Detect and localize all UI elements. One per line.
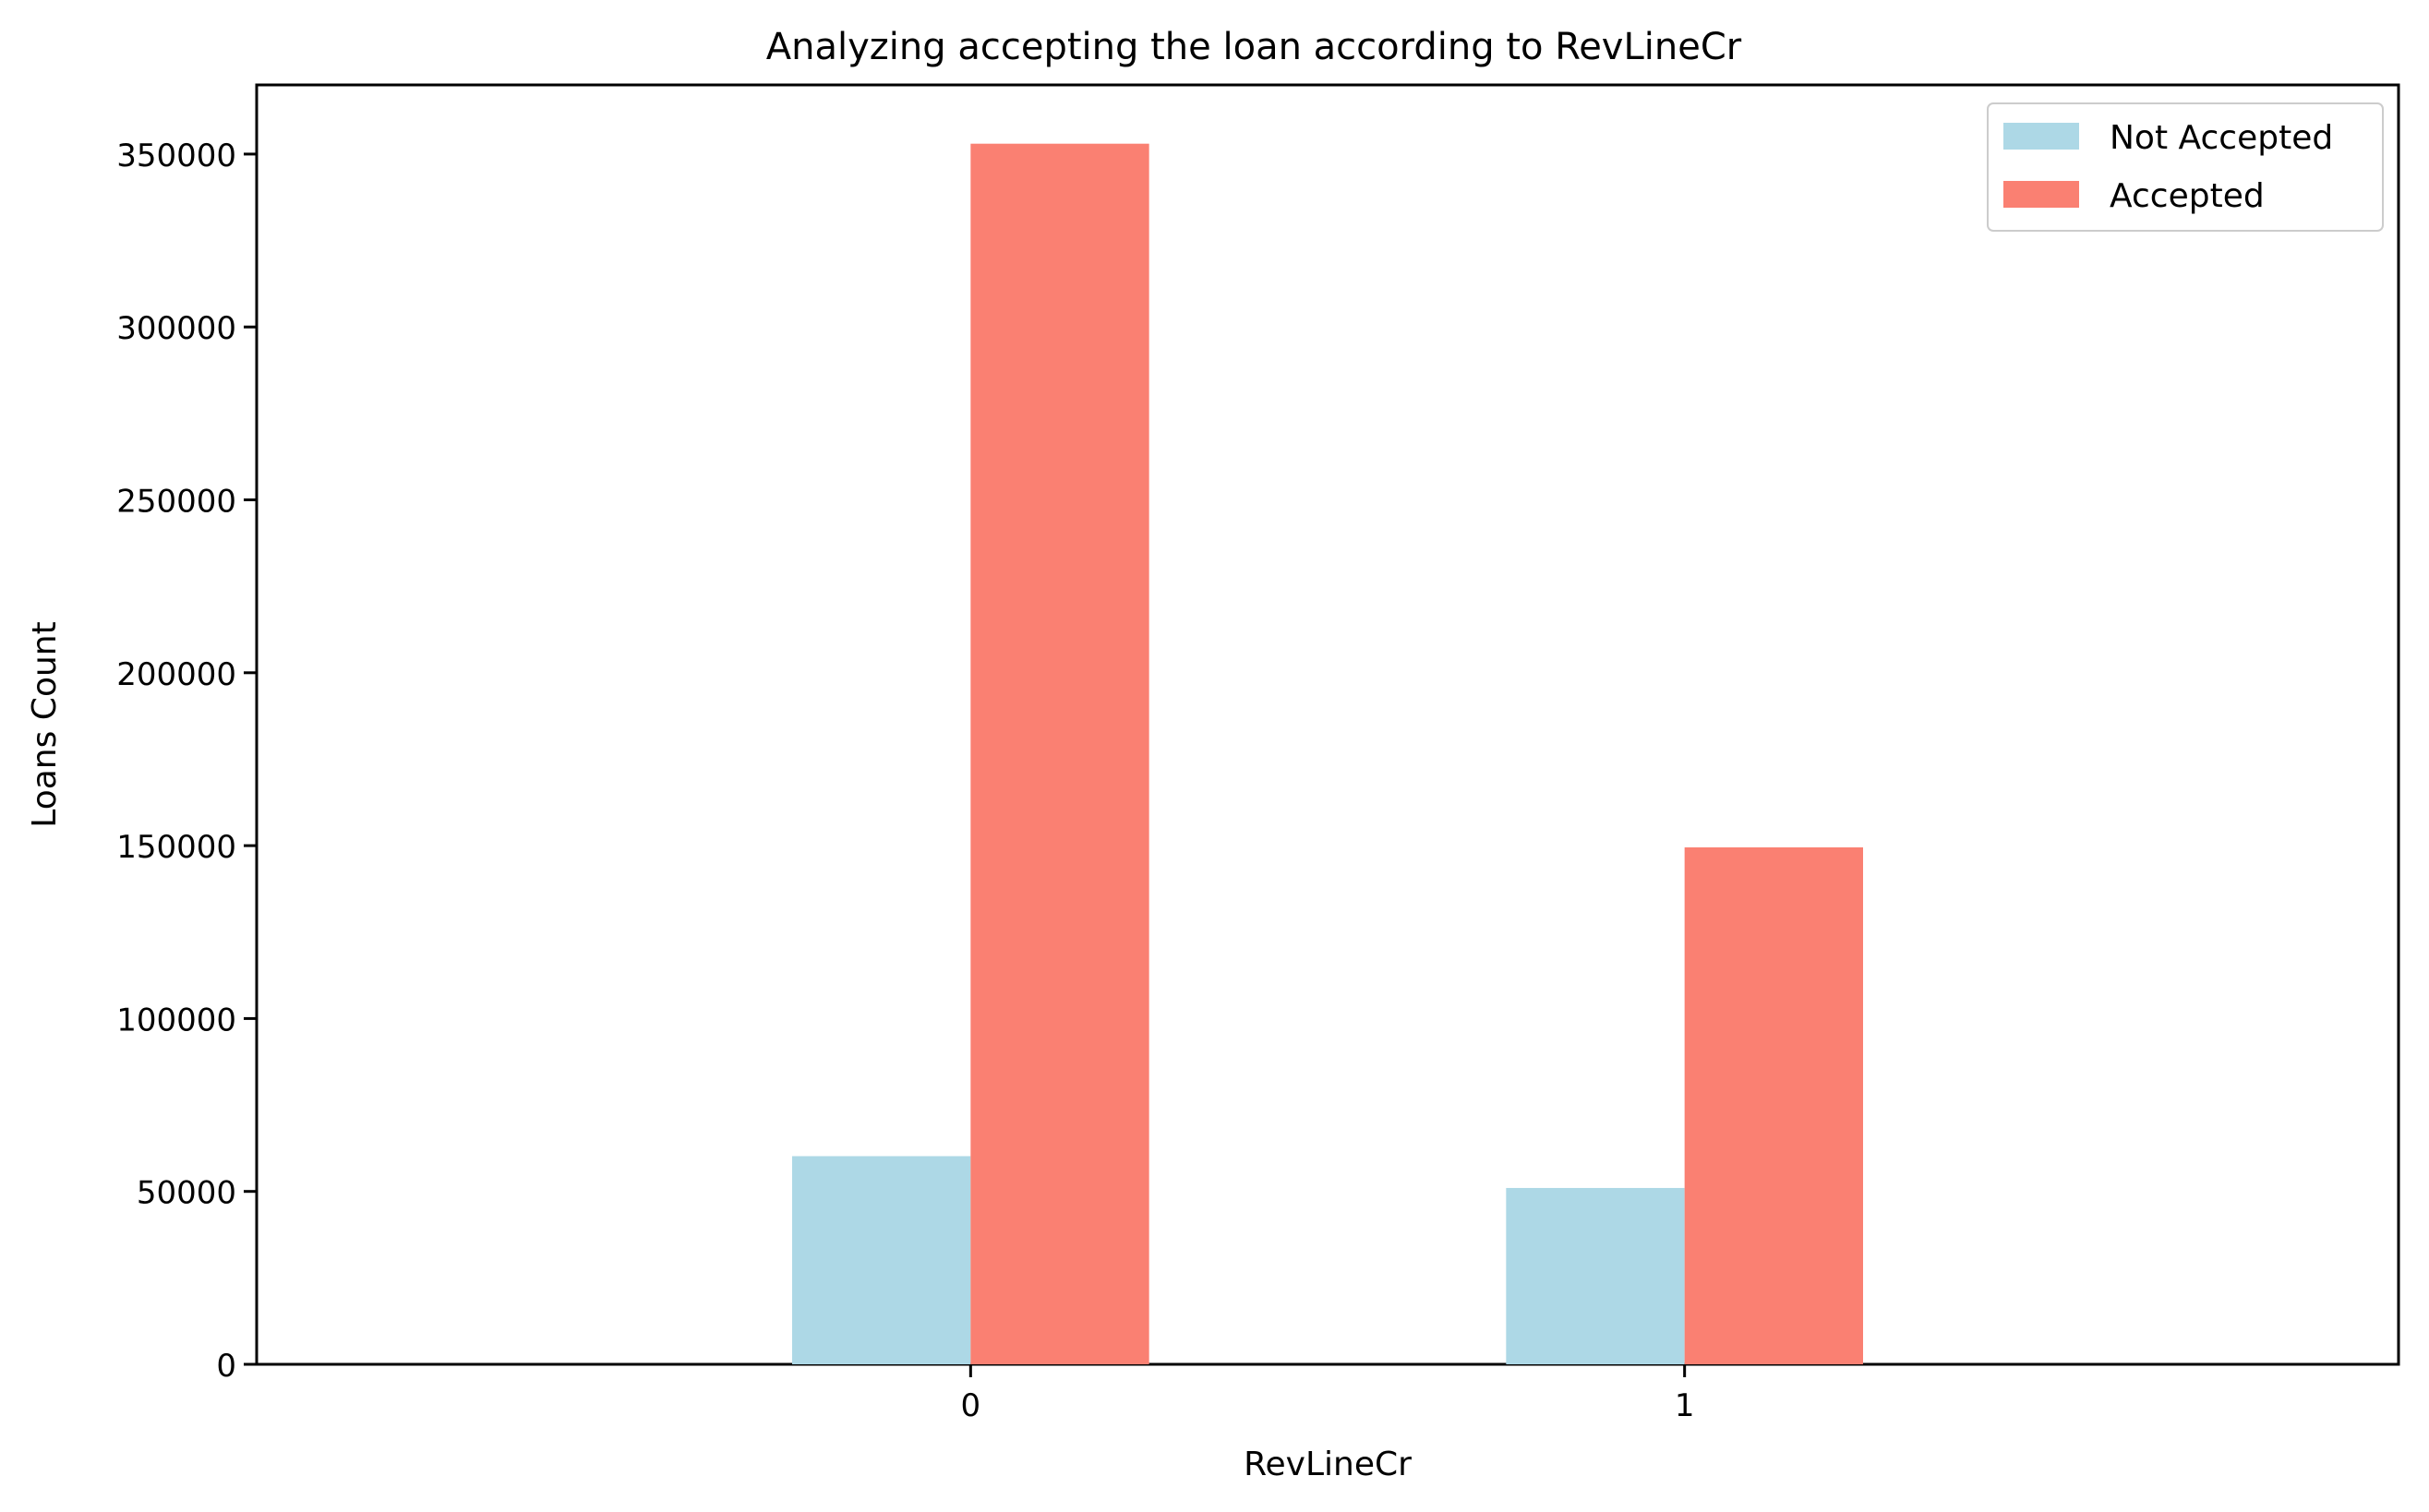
legend-label-accepted: Accepted <box>2110 177 2265 215</box>
bar-accepted-0 <box>970 143 1149 1365</box>
x-tick-label: 1 <box>1675 1387 1695 1424</box>
chart-title: Analyzing accepting the loan according t… <box>766 26 1742 68</box>
bar-accepted-1 <box>1684 846 1863 1364</box>
plot-area <box>255 83 2400 1366</box>
y-tick-label: 350000 <box>116 138 236 174</box>
y-tick-label: 0 <box>216 1348 236 1385</box>
legend-label-not-accepted: Not Accepted <box>2110 119 2333 157</box>
x-axis-label: RevLineCr <box>1244 1446 1412 1483</box>
bars-group <box>792 143 1863 1365</box>
x-tick-label: 0 <box>961 1387 981 1424</box>
y-axis-label: Loans Count <box>26 621 64 827</box>
y-tick-label: 300000 <box>116 310 236 347</box>
bar-not-accepted-0 <box>792 1156 971 1364</box>
legend-swatch-not-accepted <box>2003 123 2079 150</box>
y-tick-label: 100000 <box>116 1002 236 1038</box>
legend-frame <box>1987 102 2384 232</box>
legend: Not Accepted Accepted <box>1987 102 2384 232</box>
y-axis: 0 50000 100000 150000 200000 250000 300000 3500… <box>116 138 257 1385</box>
y-tick-label: 200000 <box>116 656 236 693</box>
plot-frame <box>255 83 2400 1366</box>
y-tick-label: 250000 <box>116 484 236 521</box>
y-tick-label: 150000 <box>116 829 236 866</box>
bar-not-accepted-1 <box>1506 1187 1685 1364</box>
legend-swatch-accepted <box>2003 181 2079 208</box>
y-tick-label: 50000 <box>137 1175 236 1212</box>
